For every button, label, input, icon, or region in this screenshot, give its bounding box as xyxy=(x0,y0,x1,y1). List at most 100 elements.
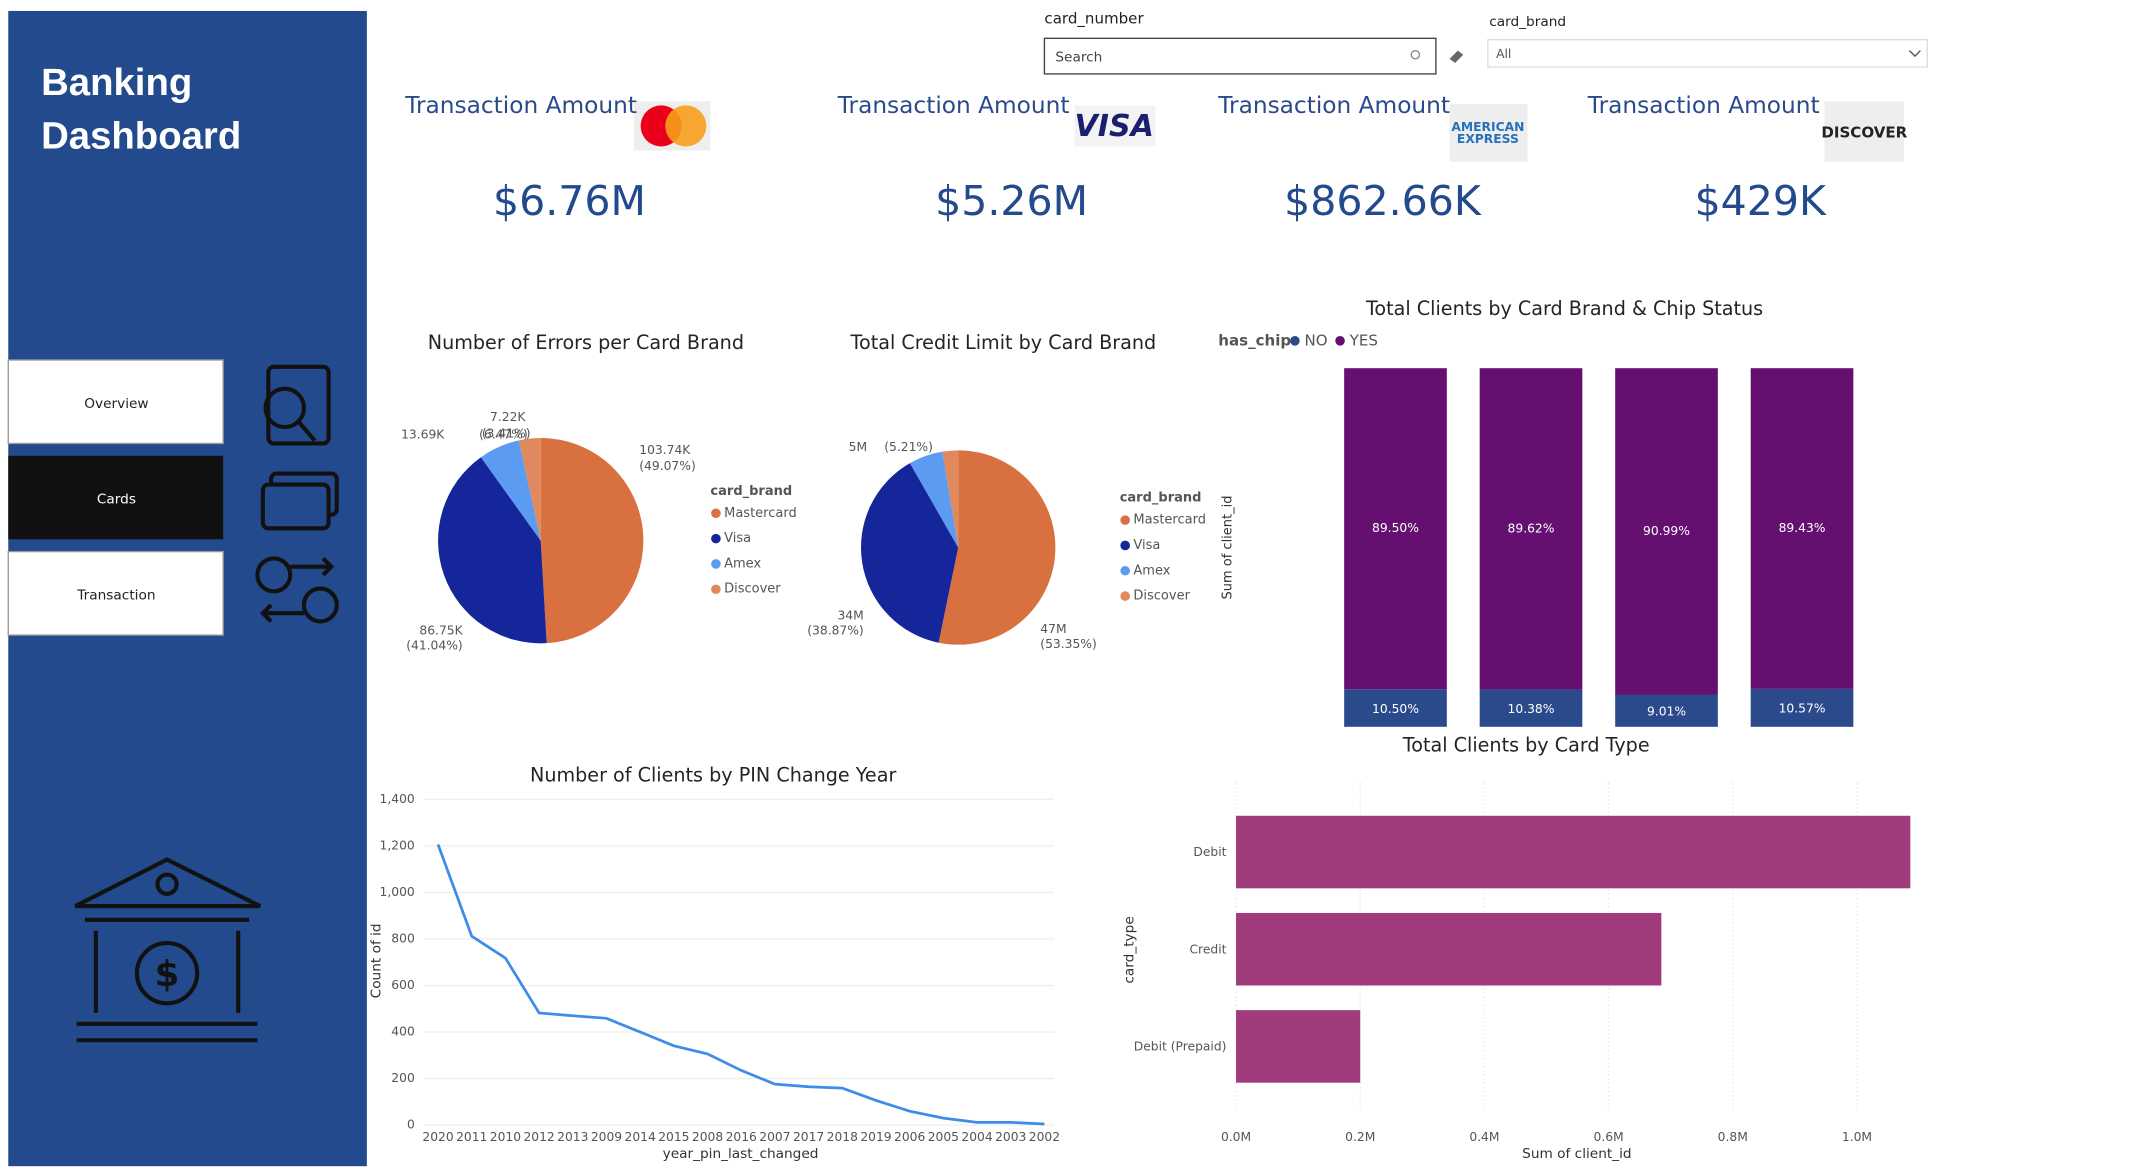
pie-slice xyxy=(938,450,1056,645)
icon-bank xyxy=(74,857,262,1043)
legend-marker xyxy=(1120,591,1130,601)
legend-label: Amex xyxy=(724,556,761,571)
kpi-value: $5.26M xyxy=(935,177,1088,225)
dropdown[interactable] xyxy=(1487,39,1928,68)
x-tick-label: 0.0M xyxy=(1221,1130,1251,1144)
legend-label: Discover xyxy=(724,582,781,597)
legend-marker xyxy=(1290,336,1300,346)
kpi-value: $862.66K xyxy=(1284,177,1482,225)
x-tick-label: 1.0M xyxy=(1842,1130,1872,1144)
legend-marker xyxy=(1120,515,1130,525)
data-label: 13.69K xyxy=(401,428,445,442)
chart-title: Number of Errors per Card Brand xyxy=(428,331,744,354)
x-tick-label: 0.4M xyxy=(1469,1130,1499,1144)
x-tick-label: 2005 xyxy=(928,1130,959,1144)
legend-title: card_brand xyxy=(1120,491,1202,506)
search-placeholder[interactable]: Search xyxy=(1055,49,1102,65)
bar xyxy=(1236,815,1911,889)
legend-marker xyxy=(711,559,721,569)
nav-button-active[interactable] xyxy=(8,455,224,540)
x-tick-label: 2017 xyxy=(793,1130,824,1144)
x-tick-label: 2010 xyxy=(490,1130,521,1144)
sidebar-title: Dashboard xyxy=(41,114,241,157)
filter-label: card_brand xyxy=(1489,14,1566,30)
nav-label[interactable]: Cards xyxy=(97,492,136,508)
legend-label: Amex xyxy=(1133,563,1170,578)
x-tick-label: 2003 xyxy=(995,1130,1026,1144)
legend-title: card_brand xyxy=(710,484,792,499)
bar-segment xyxy=(1750,688,1854,727)
x-tick-label: 2016 xyxy=(726,1130,757,1144)
y-tick-label: Debit (Prepaid) xyxy=(1134,1040,1227,1054)
y-axis-title: Sum of client_id xyxy=(1220,495,1235,599)
amex-logo: AMERICAN xyxy=(1451,120,1524,134)
bar-segment xyxy=(1615,368,1718,695)
chart-title: Total Credit Limit by Card Brand xyxy=(850,331,1157,354)
bar-segment xyxy=(1479,368,1583,690)
bar-segment xyxy=(1344,689,1447,727)
x-tick-label: 0.6M xyxy=(1594,1130,1624,1144)
data-label: (49.07%) xyxy=(639,459,695,473)
bar-segment xyxy=(1750,368,1854,689)
pie-slice xyxy=(942,450,959,548)
legend-title: has_chip xyxy=(1218,331,1291,349)
legend-label: Discover xyxy=(1133,589,1190,604)
erase-icon[interactable] xyxy=(1449,50,1464,63)
kpi-title: Transaction Amount xyxy=(1217,92,1450,119)
search-box[interactable] xyxy=(1043,37,1437,75)
filter-label: card_number xyxy=(1044,10,1144,29)
dropdown-chevron[interactable] xyxy=(1908,50,1921,58)
x-tick-label: 2006 xyxy=(894,1130,925,1144)
x-tick-label: 2019 xyxy=(860,1130,891,1144)
data-label: 5M xyxy=(849,440,867,454)
y-tick-label: 0 xyxy=(407,1118,415,1132)
legend-marker xyxy=(1120,565,1130,576)
discover-logo: DISCOVER xyxy=(1821,123,1907,141)
bar xyxy=(1236,1010,1361,1083)
data-label: 10.50% xyxy=(1372,702,1419,716)
sidebar-title: Banking xyxy=(41,61,192,104)
logo-bg xyxy=(1074,105,1156,147)
legend-label: Mastercard xyxy=(1133,513,1206,528)
data-label: 89.62% xyxy=(1508,521,1555,535)
nav-label[interactable]: Overview xyxy=(84,396,148,412)
amex-logo: EXPRESS xyxy=(1457,132,1519,146)
legend-marker xyxy=(711,508,721,519)
x-tick-label: 2020 xyxy=(422,1130,453,1144)
y-tick-label: Debit xyxy=(1193,845,1226,859)
kpi-value: $6.76M xyxy=(493,177,646,225)
pie-slice xyxy=(861,463,959,643)
pie-slice xyxy=(518,438,541,541)
legend-label: Visa xyxy=(1133,538,1160,553)
icon-money xyxy=(259,557,335,623)
data-label: 34M xyxy=(837,608,863,622)
x-tick-label: 2002 xyxy=(1029,1130,1060,1144)
x-tick-label: 2004 xyxy=(961,1130,992,1144)
nav-label[interactable]: Transaction xyxy=(76,587,155,603)
dropdown-value[interactable]: All xyxy=(1496,47,1511,61)
icon-money xyxy=(255,556,293,594)
icon-bank-symbol: $ xyxy=(155,954,180,995)
icon-money xyxy=(301,586,339,624)
y-tick-label: 800 xyxy=(391,931,414,945)
nav-button[interactable] xyxy=(7,359,224,445)
data-label: (5.21%) xyxy=(884,440,933,454)
icon-report xyxy=(263,386,306,430)
kpi-title: Transaction Amount xyxy=(837,92,1070,119)
y-tick-label: 600 xyxy=(391,978,414,992)
y-axis-title: card_type xyxy=(1121,916,1137,983)
pie-slice xyxy=(480,440,541,541)
y-axis-title: Count of id xyxy=(368,923,384,998)
visa-logo: VISA xyxy=(1074,109,1154,144)
data-label: (3.41%) xyxy=(482,426,531,440)
y-tick-label: 1,200 xyxy=(380,838,415,852)
chart-title: Number of Clients by PIN Change Year xyxy=(530,764,896,787)
data-label: 9.01% xyxy=(1647,705,1686,719)
bar xyxy=(1236,912,1662,986)
data-label: (53.35%) xyxy=(1040,637,1096,651)
icon-bank xyxy=(134,941,200,1006)
y-tick-label: Credit xyxy=(1189,942,1226,956)
legend-marker xyxy=(1335,336,1345,346)
nav-button[interactable] xyxy=(7,550,224,636)
logo-bg xyxy=(1824,101,1904,162)
